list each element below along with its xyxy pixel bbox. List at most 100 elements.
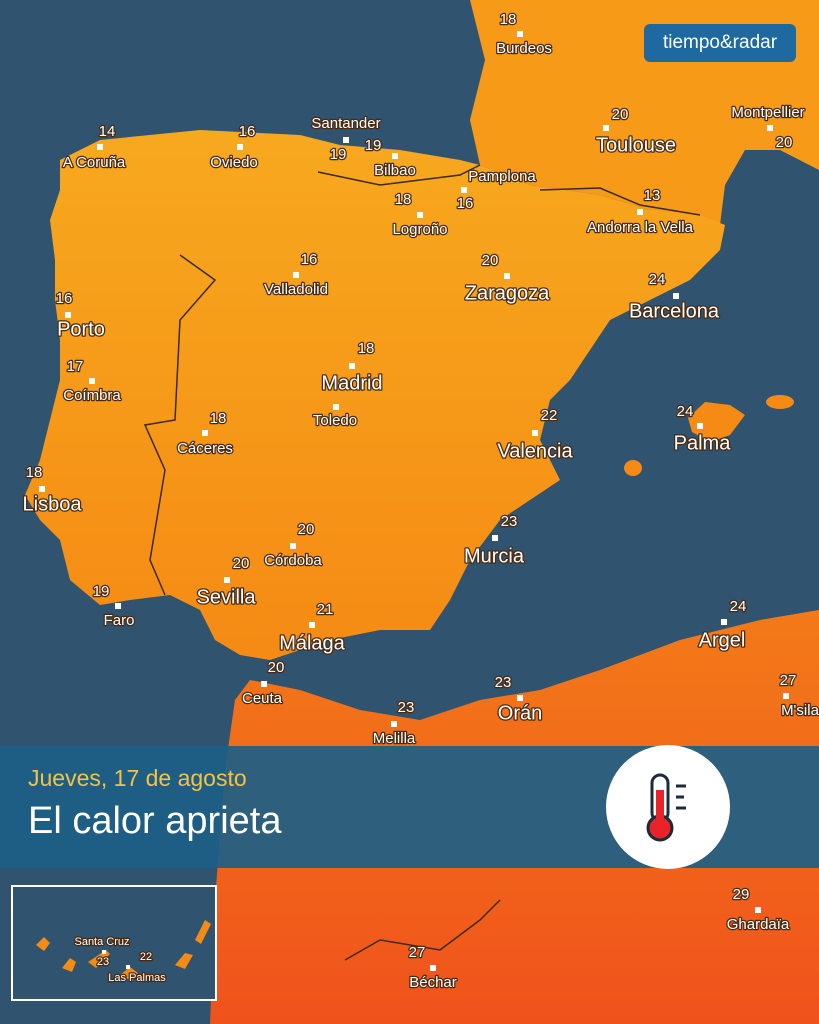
city-temp: 20 [298,521,315,538]
city-name: Sevilla [197,586,257,608]
city-dot [492,535,498,541]
logo: tiempo&radar [663,32,778,53]
city-temp: 16 [239,123,256,140]
city-temp: 18 [210,410,227,427]
city-dot [417,212,423,218]
logo-box [644,24,796,62]
city-temp: 18 [26,464,43,481]
city-name: Toledo [313,412,357,429]
city-dot [39,486,45,492]
city-temp: 17 [67,358,84,375]
city-dot [97,144,103,150]
city-name: Las Palmas [108,972,166,984]
city-name: Andorra la Vella [587,219,694,236]
city-name: Argel [699,629,746,651]
city-name: Lisboa [23,493,83,515]
city-dot [115,603,121,609]
city-name: Melilla [373,730,416,747]
city-name: Faro [104,612,135,629]
city-dot [517,31,523,37]
city-dot [333,404,339,410]
banner-title: El calor aprieta [28,800,282,842]
city-temp: 19 [330,146,347,163]
thermometer-icon [606,745,730,869]
city-dot [237,144,243,150]
city-dot [261,681,267,687]
city-dot [430,965,436,971]
city-temp: 19 [93,583,110,600]
city-temp: 18 [358,340,375,357]
city-name: Valencia [497,440,573,462]
city-temp: 23 [495,674,512,691]
city-temp: 21 [317,601,334,618]
city-dot [755,907,761,913]
city-name: Toulouse [596,134,676,156]
city-dot [309,622,315,628]
city-name: Montpellier [731,104,804,121]
city-name: Porto [57,318,105,340]
menorca [766,395,794,409]
city-dot [202,430,208,436]
city-dot [721,619,727,625]
city-dot [349,363,355,369]
city-name: Cáceres [177,440,233,457]
city-dot [392,153,398,159]
mallorca [688,402,745,442]
city-name: Murcia [464,545,525,567]
city-dot [343,137,349,143]
city-dot [767,125,773,131]
city-name: Logroño [392,221,447,238]
city-name: Barcelona [629,300,720,322]
city-name: Madrid [321,372,382,394]
city-temp: 29 [733,886,750,903]
city-dot [102,950,106,954]
city-temp: 20 [482,252,499,269]
ibiza [624,460,642,476]
city-name: Santander [311,115,380,132]
city-temp: 14 [99,123,116,140]
city-labels: Burdeos 18 Toulouse 20 Montpellier 20 A Coruña… [21,10,819,993]
city-dot [391,721,397,727]
city-temp: 18 [500,11,517,28]
city-name: Córdoba [264,552,322,569]
city-temp: 16 [457,195,474,212]
city-name: Santa Cruz [74,936,129,948]
city-temp: 23 [501,513,518,530]
city-name: Palma [674,432,732,454]
city-name: Ghardaïa [727,916,790,933]
city-dot [637,209,643,215]
city-dot [89,378,95,384]
city-name: Bilbao [374,162,416,179]
iberia [25,130,725,660]
banner-date: Jueves, 17 de agosto [28,765,247,791]
city-dot [126,965,130,969]
city-temp: 20 [233,555,250,572]
city-temp: 24 [677,403,694,420]
city-dot [783,693,789,699]
city-name: M'sila [781,702,819,719]
city-temp: 27 [780,672,797,689]
city-dot [517,695,523,701]
city-temp: 16 [56,290,73,307]
city-name: Ceuta [242,690,283,707]
city-temp: 22 [140,951,152,963]
city-temp: 19 [365,137,382,154]
city-dot [673,293,679,299]
city-name: Burdeos [496,40,552,57]
city-temp: 20 [268,659,285,676]
city-name: Béchar [409,974,457,991]
city-dot [293,272,299,278]
city-temp: 24 [730,598,747,615]
city-dot [532,430,538,436]
city-name: A Coruña [63,154,126,171]
city-dot [504,273,510,279]
city-temp: 13 [644,187,661,204]
city-temp: 20 [776,134,793,151]
city-name: Oviedo [210,154,258,171]
city-temp: 24 [649,271,666,288]
city-temp: 23 [398,699,415,716]
city-name: Orán [498,702,542,724]
city-dot [290,543,296,549]
city-name: Coímbra [63,387,121,404]
